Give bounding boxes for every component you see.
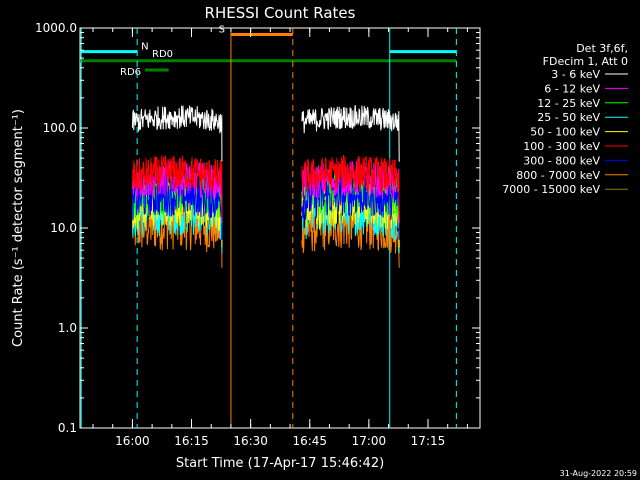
x-tick-label: 16:45 (292, 434, 327, 448)
legend-entry-label: 100 - 300 keV (523, 140, 600, 153)
x-tick-label: 17:15 (411, 434, 446, 448)
axis-layer: 0.1 1.0 10.0 100.0 1000.0 16:00 16:15 16:30 16:4… (35, 21, 480, 448)
x-tick-label: 16:30 (233, 434, 268, 448)
x-tick-label: 16:00 (115, 434, 150, 448)
x-axis-label: Start Time (17-Apr-17 15:46:42) (176, 456, 384, 471)
legend-entry-label: 300 - 800 keV (523, 154, 600, 167)
marker-label-n: N (141, 42, 148, 53)
y-tick-label: 1000.0 (35, 21, 77, 35)
chart-title: RHESSI Count Rates (205, 4, 356, 22)
legend-header-line2: FDecim 1, Att 0 (543, 55, 628, 68)
y-tick-label: 10.0 (50, 221, 77, 235)
marker-label-rd0: RD0 (152, 49, 173, 60)
legend-header-line1: Det 3f,6f, (576, 42, 628, 55)
legend-entry-label: 12 - 25 keV (537, 97, 600, 110)
y-tick-label: 100.0 (43, 121, 77, 135)
legend-entry-label: 50 - 100 keV (530, 126, 600, 139)
series-trace-100-300keV (131, 155, 223, 218)
series-layer (131, 105, 400, 268)
timestamp: 31-Aug-2022 20:59 (560, 469, 637, 478)
marker-layer: N S RD0 RD6 (80, 25, 457, 428)
marker-label-s: S (219, 25, 225, 36)
marker-label-rd6: RD6 (120, 67, 141, 78)
x-tick-label: 17:00 (352, 434, 387, 448)
legend-entry-label: 3 - 6 keV (551, 68, 600, 81)
x-tick-label: 16:15 (174, 434, 209, 448)
series-trace-100-300keV (301, 154, 400, 218)
series-trace-3-6keV (301, 105, 400, 162)
y-tick-label: 0.1 (58, 421, 77, 435)
y-axis-label: Count Rate (s⁻¹ detector segment⁻¹) (11, 109, 26, 347)
legend-entry-label: 800 - 7000 keV (516, 169, 600, 182)
legend-entry-label: 6 - 12 keV (544, 82, 600, 95)
series-trace-300-800keV (301, 174, 400, 240)
y-tick-label: 1.0 (58, 321, 77, 335)
series-trace-3-6keV (131, 105, 223, 162)
legend-entry-label: 7000 - 15000 keV (502, 183, 600, 196)
legend-entry-label: 25 - 50 keV (537, 111, 600, 124)
